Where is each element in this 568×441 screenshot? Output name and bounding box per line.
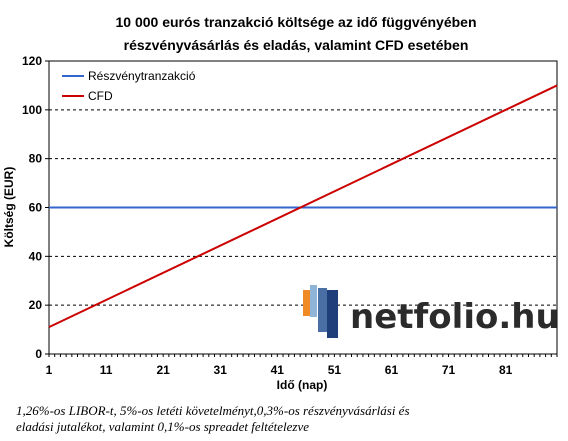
x-tick-label-81: 81: [499, 363, 513, 377]
y-tick-label-20: 20: [29, 298, 43, 312]
chart-title-line-2: részvényvásárlás és eladás, valamint CFD…: [124, 37, 469, 53]
logo-bar-orange: [303, 290, 310, 316]
logo-bar-dark-blue: [327, 290, 338, 338]
series-lines: [48, 84, 558, 329]
y-tick-label-100: 100: [22, 103, 42, 117]
netfolio-logo: netfolio.hu: [303, 285, 560, 338]
y-tick-label-80: 80: [29, 152, 43, 166]
y-tick-label-0: 0: [35, 347, 42, 361]
footnote-line-2: eladási jutalékot, valamint 0,1%-os spre…: [16, 419, 310, 434]
chart: 10 000 eurós tranzakció költsége az idő …: [2, 14, 560, 392]
logo-bar-light-blue: [310, 285, 317, 317]
x-tick-label-11: 11: [100, 363, 113, 377]
footnote-line-1: 1,26%-os LIBOR-t, 5%-os letéti követelmé…: [16, 403, 410, 418]
logo-bar-blue: [318, 288, 327, 332]
y-tick-label-120: 120: [22, 54, 42, 68]
x-tick-label-41: 41: [271, 363, 285, 377]
x-tick-label-31: 31: [214, 363, 228, 377]
x-axis-label: Idő (nap): [277, 378, 328, 392]
logo-text: netfolio.hu: [350, 297, 560, 337]
series-line-cfd: [48, 84, 558, 329]
x-tick-label-1: 1: [46, 363, 53, 377]
legend-label-cfd: CFD: [88, 89, 113, 103]
x-tick-label-21: 21: [156, 363, 170, 377]
chart-title-line-1: 10 000 eurós tranzakció költsége az idő …: [115, 14, 476, 30]
x-tick-label-61: 61: [385, 363, 399, 377]
x-axis-ticks: 1 11 21 31 41 51 61 71 81: [46, 354, 558, 377]
x-tick-label-71: 71: [442, 363, 456, 377]
legend-label-reszvenytranzakcio: Részvénytranzakció: [88, 69, 196, 83]
y-axis-ticks: 0 20 40 60 80 100 120: [22, 54, 49, 361]
y-tick-label-40: 40: [29, 249, 43, 263]
x-tick-label-51: 51: [328, 363, 342, 377]
footnote: 1,26%-os LIBOR-t, 5%-os letéti követelmé…: [16, 403, 556, 435]
y-axis-label: Költség (EUR): [2, 167, 16, 248]
legend: Részvénytranzakció CFD: [62, 69, 196, 103]
y-tick-label-60: 60: [29, 201, 43, 215]
